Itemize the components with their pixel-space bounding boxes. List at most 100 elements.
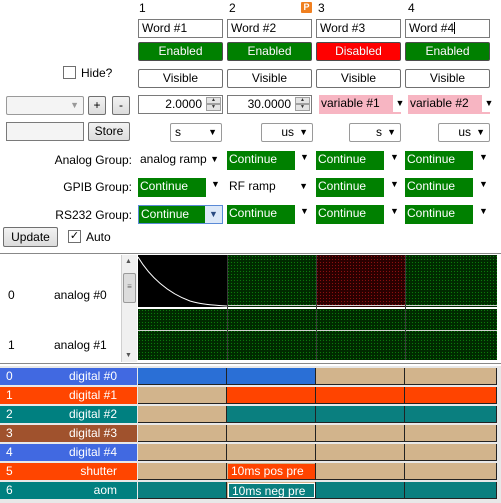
duration-input-1[interactable]: 2.0000 ▲ ▼ [138,95,223,114]
digital-cell[interactable] [227,425,316,442]
analog-1-cell-4[interactable] [405,309,497,360]
store-button[interactable]: Store [88,122,130,141]
scroll-up-icon[interactable]: ▲ [125,258,132,265]
visible-button-1[interactable]: Visible [138,69,223,88]
chevron-down-icon[interactable]: ▼ [300,206,309,216]
state-button-4[interactable]: Enabled [405,42,490,61]
digital-channel-row-4[interactable]: 4 digital #4 [0,444,137,461]
state-button-1[interactable]: Enabled [138,42,223,61]
chevron-down-icon[interactable]: ▼ [211,179,220,189]
analog-0-cell-1[interactable] [138,255,227,307]
analog-group-dropdown-1[interactable]: analog ramp ▼ [138,151,223,170]
rs232-group-dropdown-3[interactable]: Continue [316,205,384,224]
analog-group-dropdown-3[interactable]: Continue [316,151,384,170]
digital-cell[interactable] [405,406,497,423]
digital-channel-row-1[interactable]: 1 digital #1 [0,387,137,404]
spin-down-icon[interactable]: ▼ [206,104,221,111]
digital-cell[interactable] [316,463,405,480]
add-preset-button[interactable]: + [88,96,106,115]
digital-cell[interactable] [316,444,405,461]
digital-cell[interactable] [138,482,227,499]
digital-cell[interactable] [405,387,497,404]
digital-cell[interactable] [227,406,316,423]
digital-cell[interactable] [316,482,405,499]
analog-1-cell-1[interactable] [138,309,227,360]
digital-cell[interactable] [316,425,405,442]
digital-cell[interactable]: 10ms pos pre [227,463,316,480]
digital-channel-row-3[interactable]: 3 digital #3 [0,425,137,442]
digital-channel-row-5[interactable]: 5 shutter [0,463,137,480]
chevron-down-icon[interactable]: ▼ [479,206,488,216]
unit-dropdown-1[interactable]: s ▼ [170,123,222,142]
digital-cell[interactable] [405,463,497,480]
analog-1-cell-3[interactable] [316,309,405,360]
digital-cell[interactable] [138,406,227,423]
gpib-group-dropdown-3[interactable]: Continue [316,178,384,197]
remove-preset-button[interactable]: - [112,96,130,115]
spinner[interactable]: ▲ ▼ [295,97,310,112]
digital-channel-row-6[interactable]: 6 aom [0,482,137,499]
scroll-down-icon[interactable]: ▼ [125,352,132,359]
analog-0-cell-3[interactable] [316,255,405,307]
spinner[interactable]: ▲ ▼ [206,97,221,112]
digital-cell[interactable] [227,444,316,461]
rs232-group-dropdown-1[interactable]: Continue ▼ [138,205,223,224]
pulse-flag-icon[interactable]: P [301,2,312,13]
spin-up-icon[interactable]: ▲ [295,97,310,104]
chevron-down-icon[interactable]: ▼ [300,152,309,162]
digital-cell[interactable] [405,482,497,499]
unit-dropdown-3[interactable]: s ▼ [349,123,401,142]
unit-dropdown-2[interactable]: us ▼ [261,123,313,142]
spin-down-icon[interactable]: ▼ [295,104,310,111]
preset-name-input[interactable] [6,122,84,141]
digital-cell[interactable] [138,463,227,480]
duration-variable-dropdown-3[interactable]: variable #1 ▼ [319,95,407,114]
preset-dropdown[interactable]: ▼ [6,96,84,115]
gpib-group-dropdown-2[interactable]: RF ramp ▼ [227,178,312,197]
spin-up-icon[interactable]: ▲ [206,97,221,104]
digital-channel-row-0[interactable]: 0 digital #0 [0,368,137,385]
duration-variable-dropdown-4[interactable]: variable #2 ▼ [408,95,496,114]
update-button[interactable]: Update [3,227,58,247]
unit-dropdown-4[interactable]: us ▼ [438,123,490,142]
chevron-down-icon[interactable]: ▼ [390,206,399,216]
analog-scrollbar[interactable]: ▲ ≡ ▼ [121,255,137,362]
gpib-group-dropdown-4[interactable]: Continue [405,178,473,197]
rs232-group-dropdown-4[interactable]: Continue [405,205,473,224]
word-name-input-3[interactable]: Word #3 [316,19,401,38]
digital-channel-row-2[interactable]: 2 digital #2 [0,406,137,423]
gpib-group-dropdown-1[interactable]: Continue [138,178,206,197]
word-name-input-1[interactable]: Word #1 [138,19,223,38]
analog-0-cell-2[interactable] [227,255,316,307]
chevron-down-icon[interactable]: ▼ [479,179,488,189]
state-button-2[interactable]: Enabled [227,42,312,61]
digital-cell[interactable] [405,425,497,442]
digital-cell[interactable] [316,387,405,404]
auto-checkbox[interactable]: ✓ [68,230,81,243]
word-name-input-4[interactable]: Word #4 [405,19,490,38]
scroll-thumb[interactable]: ≡ [123,273,136,303]
digital-cell[interactable] [405,368,497,385]
analog-group-dropdown-4[interactable]: Continue [405,151,473,170]
digital-cell[interactable] [316,368,405,385]
rs232-group-dropdown-2[interactable]: Continue [227,205,295,224]
digital-cell[interactable] [138,387,227,404]
digital-cell[interactable] [138,368,227,385]
digital-cell[interactable] [138,425,227,442]
chevron-down-icon[interactable]: ▼ [390,152,399,162]
digital-cell[interactable] [405,444,497,461]
state-button-3[interactable]: Disabled [316,42,401,61]
digital-cell[interactable] [138,444,227,461]
digital-cell[interactable] [227,368,316,385]
digital-cell[interactable] [316,406,405,423]
visible-button-3[interactable]: Visible [316,69,401,88]
analog-0-cell-4[interactable] [405,255,497,307]
hide-checkbox[interactable] [63,66,76,79]
visible-button-4[interactable]: Visible [405,69,490,88]
analog-group-dropdown-2[interactable]: Continue [227,151,295,170]
visible-button-2[interactable]: Visible [227,69,312,88]
analog-1-cell-2[interactable] [227,309,316,360]
chevron-down-icon[interactable]: ▼ [479,152,488,162]
chevron-down-icon[interactable]: ▼ [390,179,399,189]
digital-cell[interactable]: 10ms neg pre [227,482,316,499]
